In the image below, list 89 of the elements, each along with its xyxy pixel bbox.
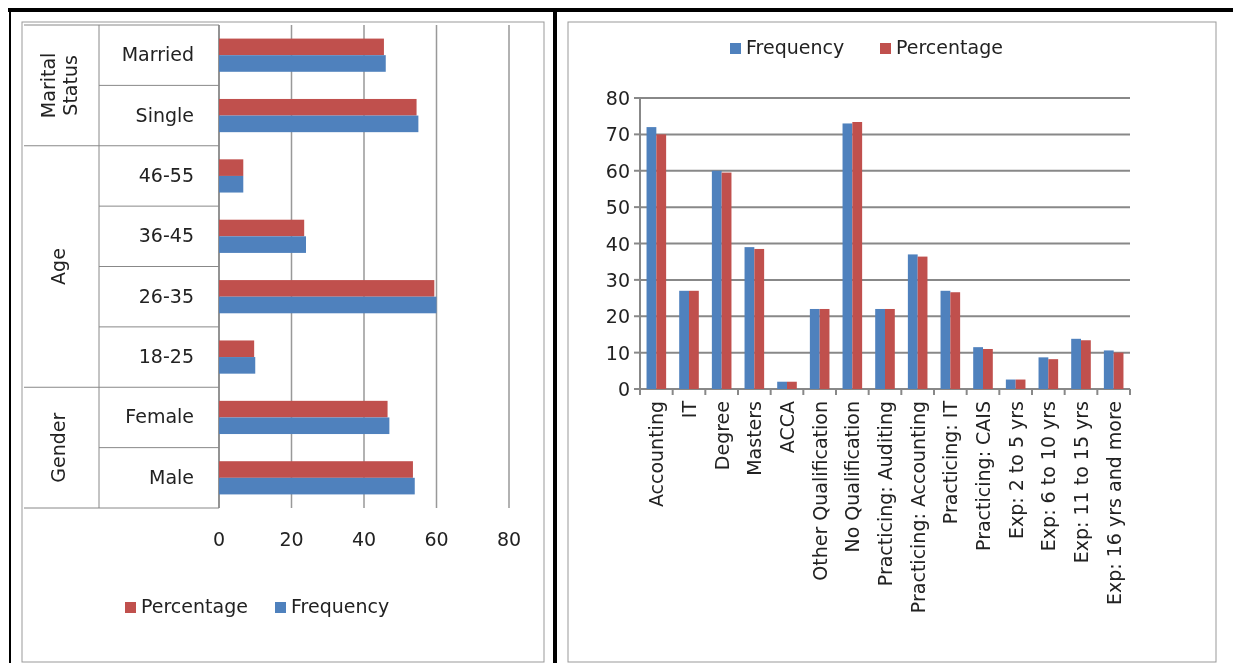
legend-label: Percentage	[896, 36, 1003, 58]
bar	[983, 348, 993, 389]
y-tick-label: 26-35	[138, 284, 194, 307]
bar	[219, 159, 244, 176]
bar	[689, 290, 699, 389]
bar	[917, 256, 928, 389]
x-tick-label: Exp: 16 yrs and more	[1102, 401, 1125, 605]
bar	[973, 347, 983, 389]
legend-label: Percentage	[141, 595, 248, 617]
bar	[219, 38, 384, 56]
bar	[1038, 357, 1049, 389]
x-tick-label: No Qualification	[841, 401, 864, 553]
bar	[219, 340, 255, 358]
legend-label: Frequency	[746, 36, 845, 58]
bar	[711, 170, 722, 389]
bar	[852, 122, 863, 389]
y-tick-label: Male	[148, 465, 194, 488]
bar	[875, 308, 885, 389]
text: Gender	[47, 412, 69, 483]
bar	[219, 280, 435, 297]
bar	[219, 219, 305, 237]
x-tick-label: Masters	[743, 401, 766, 476]
y-tick-label: 80	[605, 87, 630, 109]
y-tick-label: 30	[605, 268, 630, 291]
bar	[744, 247, 755, 389]
x-tick-label: 20	[279, 528, 304, 550]
x-tick-label: Exp: 11 to 15 yrs	[1070, 401, 1092, 564]
text: Marital Status	[37, 52, 81, 119]
bar	[646, 127, 657, 389]
bar	[754, 248, 765, 389]
x-tick-label: Degree	[710, 401, 733, 471]
y-tick-label: 40	[605, 232, 630, 255]
bar	[219, 461, 413, 478]
y-tick-label: 50	[605, 196, 630, 219]
bar	[1103, 350, 1114, 389]
legend-label: Frequency	[291, 595, 390, 617]
y-tick-label: 10	[605, 341, 630, 364]
bar	[940, 290, 951, 389]
bar	[1071, 338, 1081, 389]
bar	[219, 55, 386, 72]
x-tick-label: ACCA	[776, 401, 798, 454]
bar	[787, 381, 797, 389]
y-tick-label: 70	[605, 123, 630, 146]
bar	[885, 308, 895, 389]
bar	[219, 296, 437, 314]
y-tick-label: 36-45	[138, 224, 194, 247]
y-tick-label: Married	[121, 43, 194, 66]
bar	[1005, 379, 1016, 389]
x-tick-label: 80	[496, 528, 522, 550]
bar	[219, 236, 306, 253]
y-tick-label: Single	[135, 103, 194, 126]
x-tick-label: Practicing: IT	[939, 400, 962, 525]
bar	[656, 134, 667, 389]
bar	[1113, 352, 1124, 389]
y-tick-label: 20	[605, 305, 630, 328]
bar	[219, 175, 244, 193]
bar	[819, 308, 830, 389]
bar	[219, 357, 256, 374]
x-tick-label: 60	[424, 528, 449, 550]
x-tick-label: 40	[351, 528, 377, 550]
x-tick-label: Exp: 6 to 10 yrs	[1037, 401, 1060, 552]
bar	[1048, 359, 1059, 389]
bar	[219, 115, 419, 133]
y-tick-label: 18-25	[138, 345, 194, 368]
bar	[721, 172, 732, 389]
y-tick-label: 0	[617, 378, 630, 400]
x-tick-label: Practicing: Accounting	[906, 401, 929, 614]
bar	[219, 417, 390, 435]
bar	[907, 254, 918, 389]
bar	[777, 381, 787, 389]
bar	[842, 123, 853, 389]
bar	[679, 290, 689, 389]
x-tick-label: Practicing: Auditing	[874, 401, 896, 587]
text: Age	[47, 248, 69, 285]
y-tick-label: Female	[125, 405, 194, 428]
x-tick-label: Practicing: CAIS	[972, 401, 994, 551]
x-tick-label: 0	[212, 528, 226, 550]
bar	[809, 308, 820, 389]
bar	[1081, 340, 1091, 389]
x-tick-label: Other Qualification	[808, 401, 831, 581]
x-tick-label: Exp: 2 to 5 yrs	[1004, 401, 1027, 540]
x-tick-label: Accounting	[645, 401, 668, 508]
bar	[950, 292, 961, 389]
x-tick-label: IT	[678, 400, 700, 419]
y-tick-label: 46-55	[138, 163, 194, 186]
bar	[219, 400, 388, 418]
y-tick-label: 60	[605, 159, 630, 182]
bar	[219, 98, 417, 116]
bar	[219, 477, 415, 495]
